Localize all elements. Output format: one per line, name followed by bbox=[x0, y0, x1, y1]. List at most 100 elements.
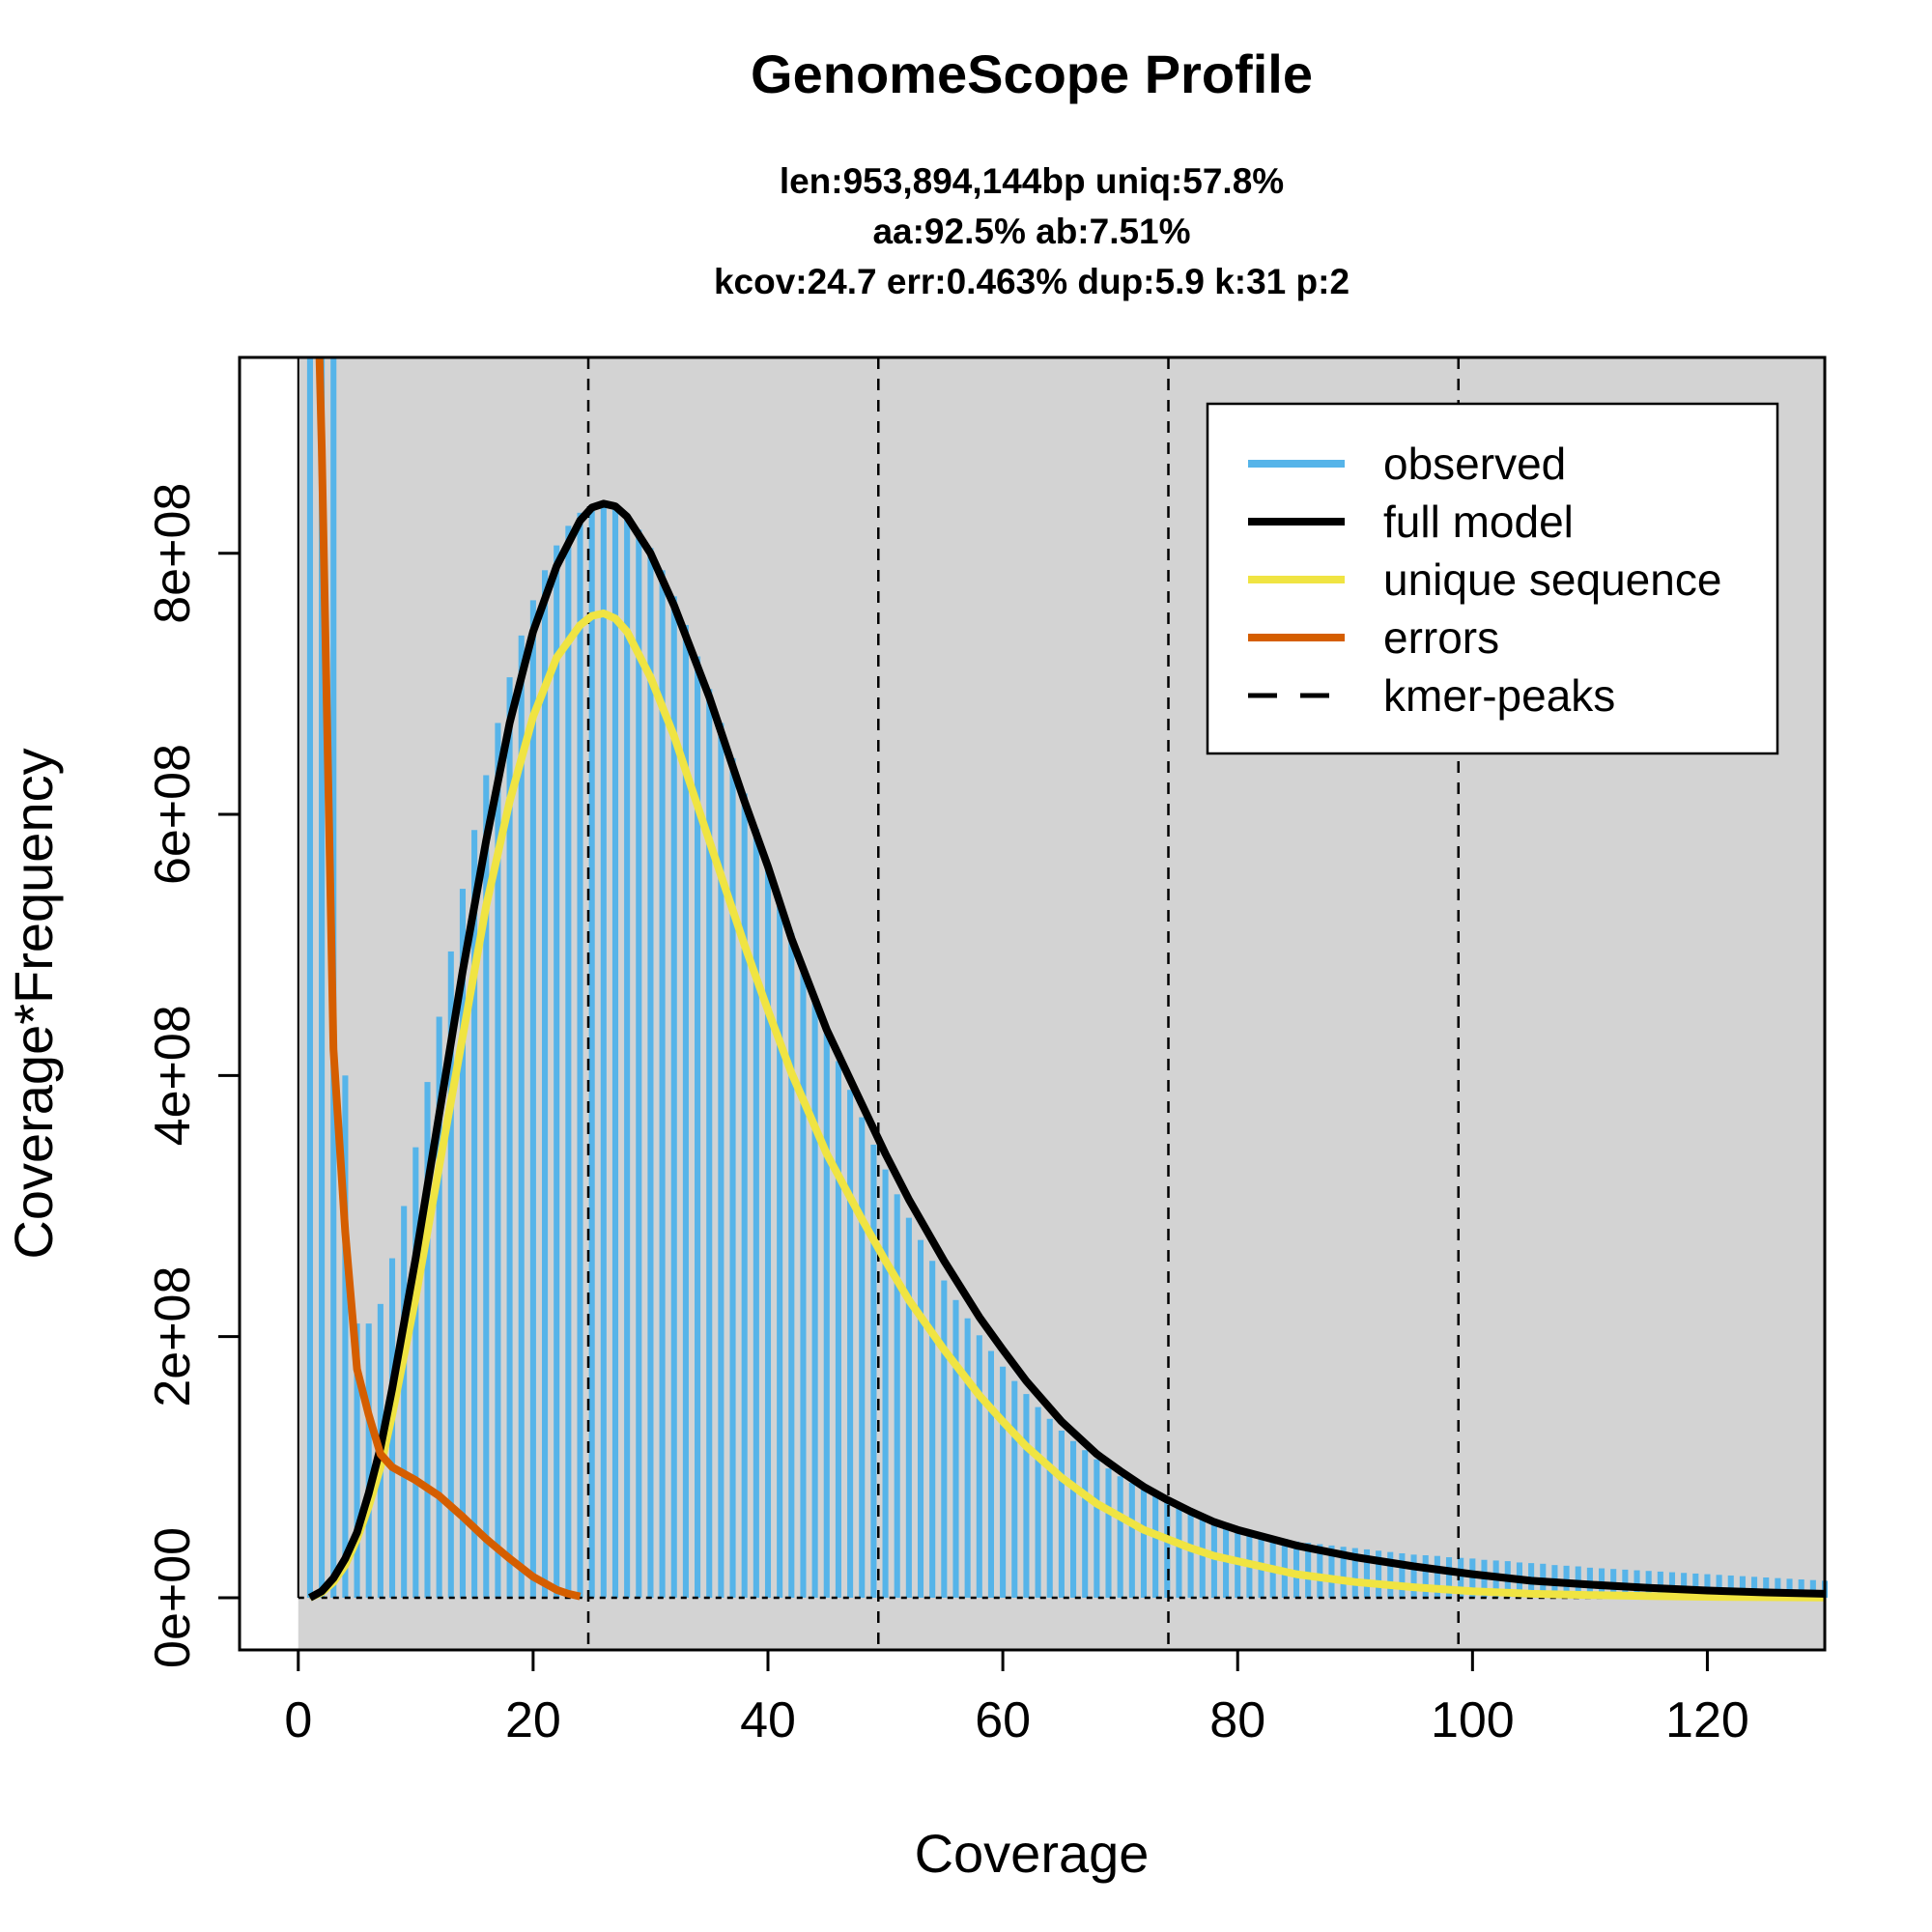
observed-bar bbox=[1469, 1558, 1476, 1598]
x-tick-label: 120 bbox=[1665, 1692, 1749, 1748]
observed-bar bbox=[1305, 1543, 1312, 1598]
observed-bar bbox=[917, 1239, 924, 1598]
observed-bar bbox=[506, 677, 513, 1598]
observed-bar bbox=[647, 548, 654, 1598]
observed-bar bbox=[1082, 1450, 1089, 1598]
observed-bar bbox=[788, 933, 795, 1598]
observed-bar bbox=[882, 1169, 889, 1598]
observed-bar bbox=[611, 507, 619, 1598]
observed-bar bbox=[1692, 1573, 1699, 1598]
observed-bar bbox=[1176, 1507, 1182, 1598]
observed-bar bbox=[1000, 1366, 1007, 1598]
observed-bar bbox=[554, 545, 560, 1598]
observed-bar bbox=[764, 864, 772, 1598]
observed-bar bbox=[483, 775, 490, 1598]
observed-bar bbox=[424, 1082, 431, 1598]
observed-bar bbox=[1094, 1459, 1100, 1598]
observed-bar bbox=[542, 570, 549, 1598]
y-tick-label: 0e+00 bbox=[145, 1527, 201, 1668]
observed-bar bbox=[1293, 1541, 1300, 1598]
observed-bar bbox=[1187, 1513, 1194, 1598]
observed-bar bbox=[577, 512, 583, 1598]
observed-bar bbox=[729, 757, 736, 1598]
observed-bar bbox=[929, 1261, 936, 1598]
observed-bar bbox=[1681, 1573, 1688, 1598]
observed-bar bbox=[436, 1016, 442, 1598]
observed-bar bbox=[1199, 1517, 1206, 1598]
x-tick-label: 100 bbox=[1431, 1692, 1515, 1748]
observed-bar bbox=[811, 999, 818, 1598]
observed-bar bbox=[306, 357, 313, 1598]
legend: observed full model unique sequence errors k… bbox=[1206, 402, 1779, 755]
observed-bar bbox=[1376, 1550, 1382, 1598]
observed-bar bbox=[1363, 1548, 1370, 1598]
observed-bar bbox=[1751, 1577, 1758, 1598]
observed-bar bbox=[823, 1031, 830, 1598]
errors-line bbox=[315, 356, 582, 1601]
observed-bar bbox=[1070, 1440, 1077, 1598]
observed-bar bbox=[1328, 1545, 1335, 1598]
observed-bar bbox=[447, 951, 454, 1598]
observed-bar bbox=[565, 526, 572, 1598]
observed-bar bbox=[718, 723, 724, 1598]
observed-bar bbox=[1058, 1430, 1065, 1598]
observed-bar bbox=[1809, 1579, 1816, 1598]
observed-bar bbox=[1152, 1495, 1159, 1598]
chart-title: GenomeScope Profile bbox=[751, 43, 1313, 104]
observed-bar bbox=[600, 503, 607, 1598]
observed-bar bbox=[1445, 1557, 1453, 1598]
observed-bars bbox=[306, 357, 1829, 1598]
observed-bar bbox=[1011, 1380, 1018, 1598]
observed-bar bbox=[1704, 1574, 1711, 1598]
observed-bar bbox=[987, 1350, 994, 1598]
chart-subtitle-line-1: len:953,894,144bp uniq:57.8% bbox=[780, 161, 1284, 201]
observed-bar bbox=[800, 967, 807, 1598]
observed-bar bbox=[495, 723, 501, 1598]
chart-subtitle-line-2: aa:92.5% ab:7.51% bbox=[872, 212, 1190, 251]
observed-bar bbox=[1668, 1572, 1676, 1598]
observed-bar bbox=[1434, 1555, 1440, 1598]
observed-bar bbox=[401, 1206, 408, 1598]
observed-bar bbox=[682, 625, 689, 1598]
observed-bar bbox=[706, 689, 713, 1598]
observed-bar bbox=[952, 1299, 959, 1598]
observed-bar bbox=[1786, 1578, 1793, 1598]
chart-subtitle-line-3: kcov:24.7 err:0.463% dup:5.9 k:31 p:2 bbox=[714, 262, 1350, 301]
observed-bar bbox=[835, 1061, 841, 1598]
y-tick-label: 8e+08 bbox=[145, 483, 201, 624]
observed-bar bbox=[1763, 1577, 1770, 1598]
observed-bar bbox=[976, 1335, 982, 1598]
observed-bar bbox=[1317, 1544, 1323, 1598]
observed-bar bbox=[1387, 1551, 1394, 1598]
observed-bar bbox=[1035, 1406, 1041, 1598]
observed-bar bbox=[1410, 1554, 1417, 1598]
observed-bar bbox=[624, 516, 631, 1598]
observed-bar bbox=[847, 1090, 854, 1598]
observed-bar bbox=[529, 600, 536, 1598]
observed-bar bbox=[588, 506, 595, 1598]
legend-label: kmer-peaks bbox=[1383, 670, 1615, 721]
y-axis: 0e+00 2e+08 4e+08 6e+08 8e+08 bbox=[145, 483, 242, 1668]
observed-bar bbox=[1775, 1577, 1781, 1598]
observed-bar bbox=[1739, 1576, 1746, 1598]
observed-bar bbox=[412, 1147, 419, 1598]
observed-bar bbox=[471, 830, 478, 1598]
observed-bar bbox=[870, 1144, 877, 1598]
observed-bar bbox=[1140, 1489, 1148, 1598]
observed-bar bbox=[1798, 1579, 1804, 1598]
x-tick-label: 40 bbox=[740, 1692, 796, 1748]
x-tick-label: 80 bbox=[1209, 1692, 1265, 1748]
observed-bar bbox=[777, 898, 783, 1598]
observed-bar bbox=[1351, 1548, 1358, 1598]
x-tick-label: 20 bbox=[505, 1692, 561, 1748]
y-tick-label: 4e+08 bbox=[145, 1005, 201, 1146]
observed-bar bbox=[1422, 1555, 1429, 1598]
observed-bar bbox=[342, 1075, 349, 1598]
observed-bar bbox=[459, 889, 466, 1598]
observed-bar bbox=[636, 529, 642, 1598]
observed-bar bbox=[905, 1217, 912, 1598]
legend-label: errors bbox=[1383, 612, 1499, 663]
observed-bar bbox=[1023, 1394, 1030, 1598]
x-axis-title: Coverage bbox=[915, 1823, 1150, 1884]
